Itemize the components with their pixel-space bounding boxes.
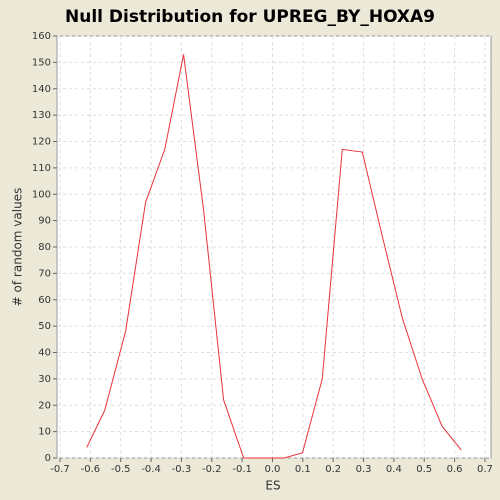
y-tick-label: 120 <box>32 137 51 148</box>
x-tick-label: 0.6 <box>447 464 463 475</box>
x-tick-label: 0.7 <box>477 464 493 475</box>
x-tick-label: 0.1 <box>295 464 311 475</box>
x-tick-label: 0.0 <box>265 464 281 475</box>
x-tick-label: 0.3 <box>356 464 372 475</box>
y-tick-label: 100 <box>32 189 51 200</box>
y-tick-label: 110 <box>32 163 51 174</box>
x-tick-label: -0.6 <box>81 464 101 475</box>
y-tick-label: 140 <box>32 84 51 95</box>
y-tick-label: 30 <box>38 374 51 385</box>
y-tick-label: 10 <box>38 427 51 438</box>
y-tick-label: 60 <box>38 295 51 306</box>
y-tick-label: 160 <box>32 31 51 42</box>
x-tick-label: -0.7 <box>50 464 70 475</box>
y-axis-label: # of random values <box>11 188 25 307</box>
x-tick-label: 0.2 <box>325 464 341 475</box>
y-tick-label: 0 <box>45 453 51 464</box>
data-line <box>86 54 462 459</box>
x-tick-label: 0.5 <box>416 464 432 475</box>
x-tick-label: -0.3 <box>172 464 192 475</box>
y-tick-label: 40 <box>38 348 51 359</box>
chart-title: Null Distribution for UPREG_BY_HOXA9 <box>65 7 435 27</box>
x-tick-label: -0.2 <box>202 464 222 475</box>
x-tick-label: -0.4 <box>141 464 161 475</box>
y-tick-label: 150 <box>32 57 51 68</box>
y-tick-label: 20 <box>38 400 51 411</box>
x-tick-label: -0.5 <box>111 464 131 475</box>
y-tick-label: 50 <box>38 321 51 332</box>
y-tick-label: 80 <box>38 242 51 253</box>
x-tick-label: 0.4 <box>386 464 402 475</box>
y-tick-label: 130 <box>32 110 51 121</box>
y-tick-label: 90 <box>38 216 51 227</box>
y-tick-label: 70 <box>38 268 51 279</box>
x-tick-label: -0.1 <box>232 464 252 475</box>
x-axis-label: ES <box>265 479 280 493</box>
